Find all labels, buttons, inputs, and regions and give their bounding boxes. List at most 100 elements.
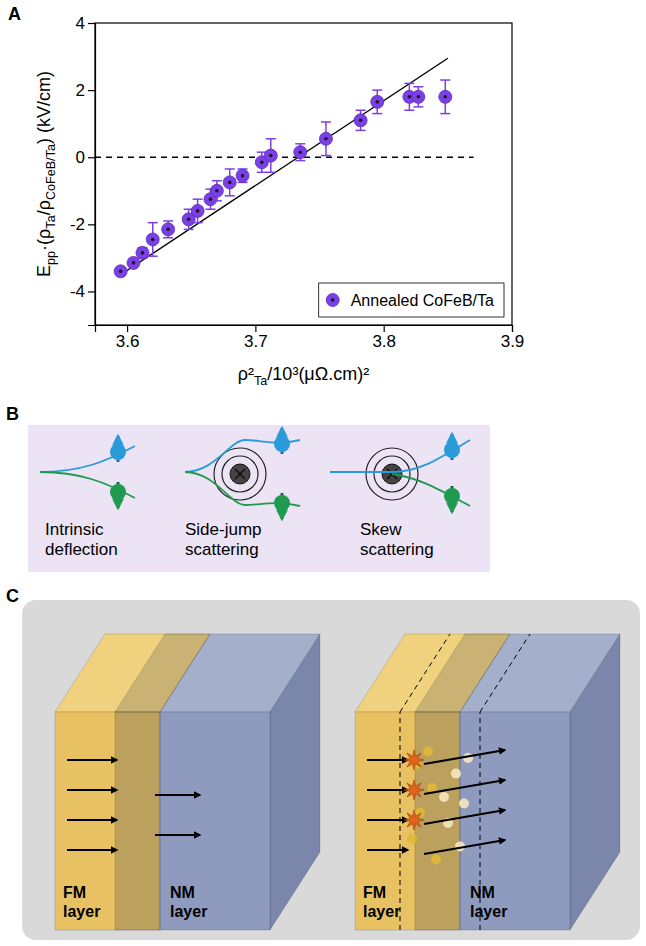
current-arrow	[155, 834, 200, 836]
tick-mark	[512, 325, 513, 332]
potential-ring	[222, 456, 258, 492]
electron	[444, 442, 460, 458]
tick-mark	[88, 157, 95, 158]
data-point	[412, 90, 425, 103]
data-point-center	[417, 95, 421, 99]
tick-label: 2	[76, 81, 85, 100]
interface-boundary	[400, 634, 450, 712]
figure: ABC3.63.73.83.9-4-2024ρ²Ta/10³(μΩ.cm)²Ep…	[0, 0, 646, 946]
data-point-center	[187, 218, 191, 222]
data-point	[371, 95, 384, 108]
data-point	[223, 176, 236, 189]
impurity	[230, 464, 250, 484]
data-point	[136, 246, 149, 259]
data-point-center	[359, 119, 363, 123]
tick-label: 3.7	[244, 332, 268, 351]
data-point-center	[196, 209, 200, 213]
error-cap	[321, 155, 331, 157]
layer-label: FMlayer	[63, 884, 100, 920]
data-point	[191, 204, 204, 217]
error-cap	[184, 229, 194, 231]
electron	[110, 484, 126, 500]
current-arrow	[367, 819, 408, 821]
error-cap	[404, 109, 414, 111]
electron	[444, 488, 460, 504]
tick: 3.8	[372, 325, 396, 351]
tick-label: 3.8	[372, 332, 396, 351]
interface-top	[115, 634, 210, 712]
tick-mark	[127, 325, 128, 332]
data-point-center	[241, 174, 245, 178]
error-cap	[148, 255, 158, 257]
tick: 4	[76, 14, 95, 33]
trajectory	[330, 440, 470, 472]
interface-boundary	[480, 634, 530, 712]
data-point	[236, 169, 249, 182]
current-arrow	[67, 849, 117, 851]
current-arrow	[367, 759, 408, 761]
data-point	[294, 146, 307, 159]
tick-mark	[88, 23, 95, 24]
tick-label: 4	[76, 14, 85, 33]
panel-letter: C	[6, 586, 19, 606]
error-cap	[295, 160, 305, 162]
error-cap	[225, 195, 235, 197]
data-point-center	[324, 137, 328, 141]
intermixed-atom	[423, 747, 433, 757]
legend-marker-center	[331, 298, 335, 302]
current-arrow	[367, 789, 408, 791]
error-cap	[404, 83, 414, 85]
axis-line	[96, 326, 513, 333]
layer-stack: FMlayerNMlayer	[355, 634, 620, 930]
data-point	[114, 265, 127, 278]
tick: 2	[76, 81, 95, 100]
label-part: /ρ	[34, 200, 54, 215]
panel-b-background	[28, 425, 490, 572]
current-arrow	[155, 794, 200, 796]
data-point-center	[228, 181, 232, 185]
y-axis-title: Epp·(ρTa/ρCoFeB/Ta) (kV/cm)	[34, 71, 58, 277]
tick: -2	[70, 215, 95, 234]
label-part: Ta	[254, 374, 267, 388]
layer-label: NMlayer	[170, 884, 207, 920]
label-part: E	[34, 265, 54, 277]
nm-front	[460, 712, 570, 930]
data-point-center	[132, 261, 136, 265]
tick: 0	[76, 148, 95, 167]
data-point-center	[298, 150, 302, 154]
error-cap	[413, 106, 423, 108]
layer-label: NMlayer	[470, 884, 507, 920]
nm-side	[270, 634, 320, 930]
intermixed-atom	[451, 769, 461, 779]
tick-mark	[88, 291, 95, 292]
label-part: Ta	[44, 215, 58, 228]
error-cap	[413, 86, 423, 88]
error-cap	[257, 172, 267, 174]
label-part: /10³(μΩ.cm)²	[267, 364, 369, 384]
panel-c-background	[22, 600, 640, 940]
mechanism-label: Intrinsicdeflection	[45, 520, 118, 559]
data-point-center	[151, 238, 155, 242]
error-cap	[212, 200, 222, 202]
error-cap	[205, 208, 215, 210]
plot-frame	[95, 23, 512, 325]
deflected-arrow	[424, 750, 505, 764]
panel-b: IntrinsicdeflectionSide-jumpscatteringSk…	[28, 425, 490, 572]
label-part: ) (kV/cm)	[34, 71, 54, 144]
data-point	[264, 149, 277, 162]
data-point	[319, 132, 332, 145]
error-cap	[356, 130, 366, 132]
legend-box	[319, 283, 504, 317]
error-cap	[225, 168, 235, 170]
data-point	[162, 223, 175, 236]
scattering-event	[404, 780, 424, 800]
deflected-arrow	[424, 780, 505, 794]
data-point-center	[375, 100, 379, 104]
tick-mark	[255, 325, 256, 332]
data-point-center	[269, 154, 273, 158]
data-point-center	[443, 95, 447, 99]
deflected-arrow	[424, 840, 505, 854]
tick: 3.6	[116, 325, 140, 351]
tick-label: 3.6	[116, 332, 140, 351]
error-cap	[193, 222, 203, 224]
